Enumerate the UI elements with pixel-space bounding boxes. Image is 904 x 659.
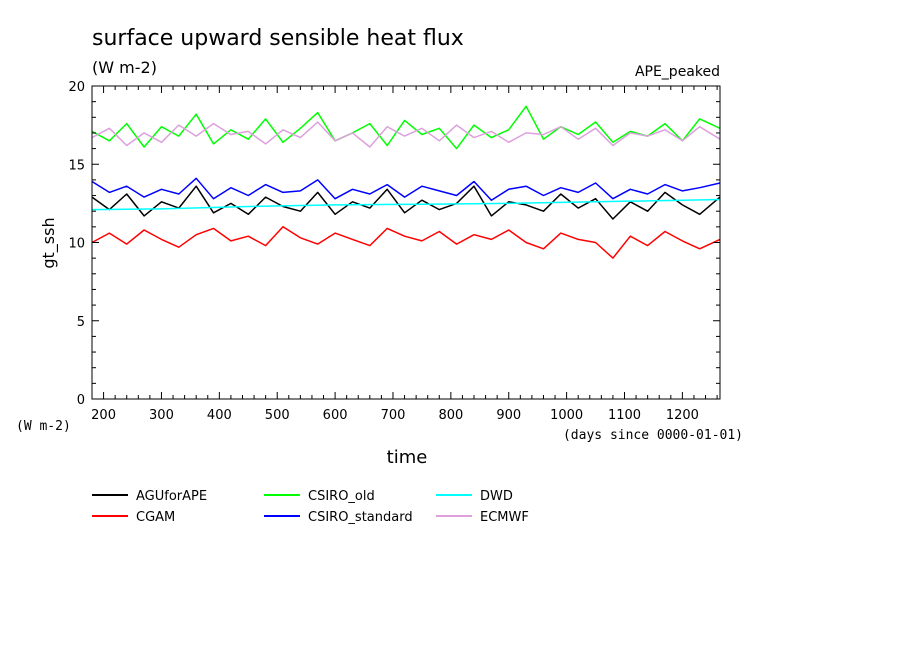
- legend-label-aguforape: AGUforAPE: [136, 489, 207, 504]
- series-line-aguforape: [91, 185, 721, 220]
- x-tick-label: 300: [149, 408, 174, 423]
- chart-annotation-right: APE_peaked: [635, 64, 720, 80]
- x-tick-label: 1100: [608, 408, 641, 423]
- x-tick-label: 800: [438, 408, 463, 423]
- series-line-csiro-standard: [91, 177, 721, 201]
- y-tick-label: 20: [68, 80, 85, 95]
- series-line-dwd: [91, 198, 721, 211]
- x-tick-label: 1000: [550, 408, 583, 423]
- y-axis-unit: (W m-2): [16, 419, 71, 434]
- x-tick-label: 1200: [666, 408, 699, 423]
- legend-label-cgam: CGAM: [136, 510, 175, 525]
- legend: AGUforAPE CGAM CSIRO_old CSIRO_standard DWD E…: [92, 489, 529, 525]
- y-axis-title: gt_ssh: [39, 217, 59, 268]
- legend-label-ecmwf: ECMWF: [480, 510, 529, 525]
- chart-subtitle: (W m-2): [92, 58, 157, 77]
- y-tick-label: 5: [77, 315, 85, 330]
- legend-label-csiro-standard: CSIRO_standard: [308, 510, 413, 525]
- legend-label-dwd: DWD: [480, 489, 513, 504]
- y-tick-label: 10: [68, 237, 85, 252]
- plot-lines: [91, 105, 721, 259]
- plot-axes: 200 300 400 500 600 700 800 900 1000 1100 1200 0 5 10…: [68, 80, 721, 423]
- x-tick-label: 200: [91, 408, 116, 423]
- x-tick-label: 600: [323, 408, 348, 423]
- legend-label-csiro-old: CSIRO_old: [308, 489, 375, 504]
- y-tick-label: 15: [68, 158, 85, 173]
- series-line-csiro-old: [91, 105, 721, 150]
- x-tick-label: 500: [265, 408, 290, 423]
- y-tick-label: 0: [77, 393, 85, 408]
- x-tick-label: 700: [381, 408, 406, 423]
- chart-title: surface upward sensible heat flux: [92, 26, 464, 51]
- x-axis-unit: (days since 0000-01-01): [563, 428, 743, 443]
- x-axis-title: time: [387, 447, 428, 468]
- series-line-cgam: [91, 226, 721, 259]
- series-line-ecmwf: [91, 121, 721, 148]
- x-tick-label: 900: [496, 408, 521, 423]
- x-tick-label: 400: [207, 408, 232, 423]
